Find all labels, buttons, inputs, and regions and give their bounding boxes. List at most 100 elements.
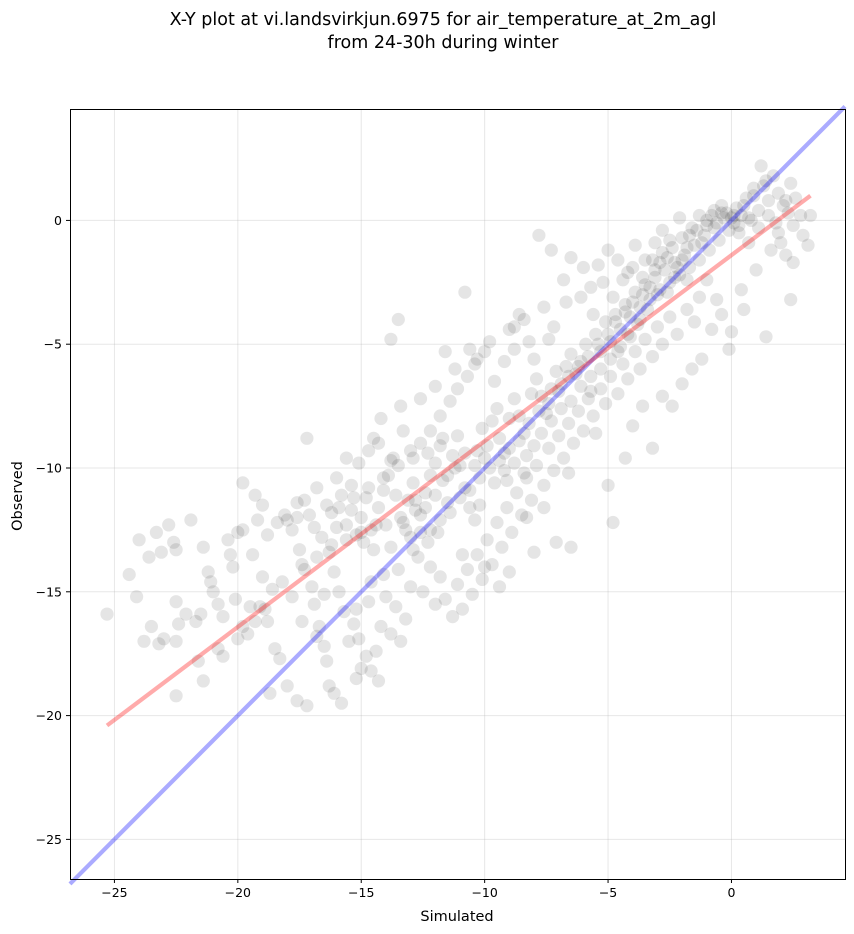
scatter-point [468,458,482,473]
x-tick-label: −10 [471,885,497,900]
scatter-point [724,325,739,339]
scatter-point [589,426,603,440]
scatter-point [295,558,309,572]
scatter-point [297,562,312,577]
scatter-point [399,523,413,537]
scatter-point [616,273,630,287]
scatter-point [537,300,551,314]
scatter-point [384,540,398,554]
scatter-point [638,278,652,292]
scatter-point [507,320,521,334]
scatter-point [628,345,642,359]
scatter-point [347,617,361,631]
scatter-point [695,236,709,250]
scatter-point [564,540,578,554]
scatter-point [438,592,452,606]
scatter-point [663,275,677,289]
scatter-point [757,179,771,193]
scatter-point [505,525,519,540]
scatter-point [221,533,235,547]
scatter-point [453,491,467,505]
scatter-point [330,471,344,485]
scatter-point [542,397,556,411]
scatter-point [626,419,640,433]
scatter-point [655,246,670,260]
scatter-point [485,558,499,572]
y-tick-label: −15 [36,584,62,599]
scatter-point [564,251,578,265]
scatter-point [376,483,391,497]
scatter-point [562,466,576,480]
scatter-point [362,595,376,609]
scatter-point [280,679,294,693]
scatter-point [769,216,783,230]
scatter-point [653,283,667,297]
scatter-point [623,330,637,344]
scatter-point [137,634,151,648]
scatter-point [648,270,662,284]
scatter-point [310,550,324,564]
scatter-point [470,352,484,366]
scatter-point [559,359,573,374]
scatter-point [446,610,460,624]
scatter-point [310,481,324,495]
scatter-point [710,216,724,230]
scatter-point [468,357,482,371]
scatter-point [374,619,388,634]
scatter-point [648,263,662,277]
scatter-point [700,273,714,287]
scatter-point [411,550,425,564]
scatter-point [285,590,299,604]
scatter-point [591,337,605,351]
scatter-point [162,518,176,532]
scatter-point [631,317,645,331]
scatter-point [204,575,218,589]
scatter-point [695,352,709,366]
scatter-point [645,253,660,267]
scatter-point [643,280,657,294]
scatter-point [332,501,346,515]
scatter-point [391,562,405,577]
scatter-point [599,397,613,411]
scatter-point [794,208,808,223]
scatter-point [339,518,353,532]
scatter-point [367,543,381,557]
scatter-point [717,211,731,225]
scatter-point [431,525,445,540]
scatter-point [712,233,726,247]
x-tick-label: −5 [599,885,617,900]
scatter-point [359,491,373,505]
scatter-point [742,211,756,225]
scatter-point [680,273,694,287]
scatter-point [478,345,492,359]
scatter-point [747,189,761,203]
scatter-point [142,550,156,564]
scatter-point [665,241,679,255]
scatter-point [339,533,353,547]
scatter-point [423,523,437,537]
scatter-point [527,352,541,366]
scatter-point [522,335,536,349]
scatter-point [470,548,484,562]
scatter-point [443,394,457,408]
scatter-point [463,342,477,356]
scatter-point [290,510,304,525]
scatter-point [413,436,428,450]
scatter-point [724,211,739,225]
scatter-point [621,327,635,341]
scatter-point [191,654,205,668]
scatter-point [468,513,482,527]
scatter-point [241,627,255,641]
scatter-point [389,488,403,502]
scatter-point [668,270,682,284]
scatter-point [384,627,398,641]
scatter-point [446,449,460,463]
scatter-point [638,253,652,267]
scatter-point [401,493,415,507]
scatter-point [544,382,558,396]
scatter-point [300,431,314,445]
scatter-point [300,699,314,713]
scatter-point [544,243,558,257]
scatter-point [596,275,610,289]
scatter-point [616,357,630,371]
